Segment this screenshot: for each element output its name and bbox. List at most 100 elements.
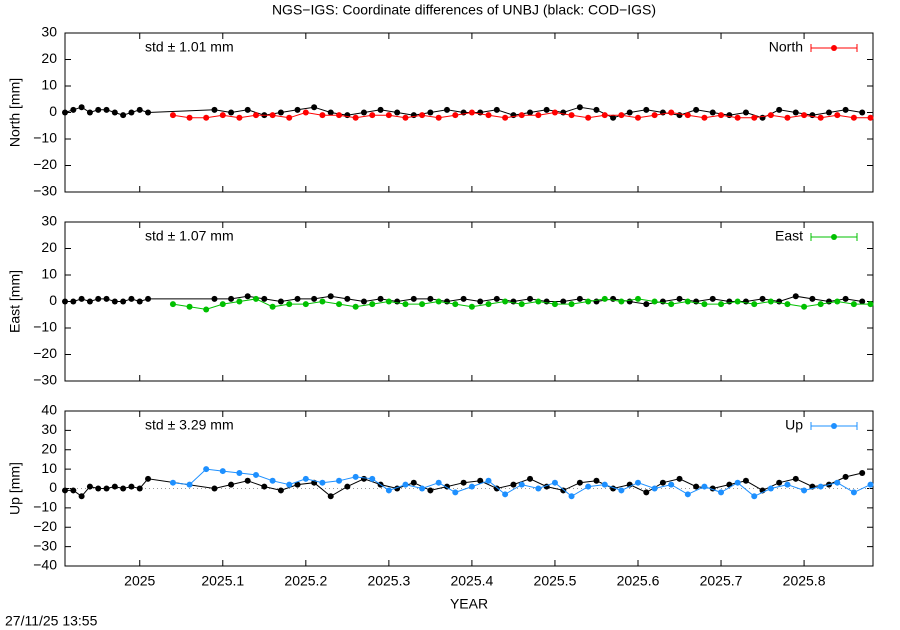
data-point <box>244 477 251 484</box>
data-point <box>493 295 500 302</box>
data-point <box>468 109 475 116</box>
y-tick-label: −40 <box>33 557 57 573</box>
data-point <box>510 481 517 488</box>
data-point <box>551 301 558 308</box>
data-point <box>103 106 110 113</box>
data-point <box>493 106 500 113</box>
data-point <box>659 479 666 486</box>
data-point <box>369 112 376 119</box>
data-point <box>377 106 384 113</box>
data-point <box>634 114 641 121</box>
data-point <box>767 485 774 492</box>
data-point <box>78 295 85 302</box>
data-point <box>136 485 143 492</box>
data-point <box>86 298 93 305</box>
data-point <box>718 112 725 119</box>
data-point <box>543 106 550 113</box>
data-point <box>111 298 118 305</box>
data-point <box>402 301 409 308</box>
data-point <box>626 109 633 116</box>
data-point <box>360 109 367 116</box>
data-point <box>734 298 741 305</box>
y-tick-label: 0 <box>49 479 57 495</box>
data-point <box>801 303 808 310</box>
data-point <box>809 295 816 302</box>
data-point <box>319 298 326 305</box>
data-point <box>62 109 68 116</box>
x-tick-label: 2025.6 <box>617 573 660 589</box>
data-point <box>211 106 218 113</box>
data-point <box>95 295 102 302</box>
data-point <box>319 479 326 486</box>
data-point <box>684 112 691 119</box>
data-point <box>120 112 127 119</box>
data-point <box>560 298 567 305</box>
data-point <box>834 112 841 119</box>
data-point <box>277 487 284 494</box>
data-point <box>634 295 641 302</box>
data-point <box>593 106 600 113</box>
y-tick-label: 10 <box>41 266 57 282</box>
data-point <box>327 109 334 116</box>
data-point <box>344 483 351 490</box>
data-point <box>684 298 691 305</box>
data-point <box>327 493 334 500</box>
data-point <box>128 483 135 490</box>
data-point <box>186 481 193 488</box>
data-point <box>219 301 226 308</box>
x-tick-label: 2025.3 <box>367 573 410 589</box>
data-point <box>668 109 675 116</box>
x-axis-label: YEAR <box>450 596 488 612</box>
legend-swatch <box>831 45 837 51</box>
data-point <box>576 104 583 111</box>
data-point <box>842 295 849 302</box>
data-point <box>128 109 135 116</box>
data-point <box>269 303 276 310</box>
data-point <box>78 493 85 500</box>
data-point <box>169 479 176 486</box>
data-point <box>618 487 625 494</box>
chart-title: NGS−IGS: Coordinate differences of UNBJ … <box>272 2 656 18</box>
data-point <box>610 114 617 121</box>
data-point <box>718 301 725 308</box>
data-point <box>70 487 77 494</box>
data-point <box>485 301 492 308</box>
data-point <box>302 301 309 308</box>
data-point <box>236 470 243 476</box>
data-point <box>551 109 558 116</box>
data-point <box>136 106 143 113</box>
data-point <box>834 298 841 305</box>
data-point <box>518 112 525 119</box>
data-point <box>419 112 426 119</box>
data-point <box>211 295 218 302</box>
x-tick-label: 2025.5 <box>534 573 577 589</box>
data-point <box>518 301 525 308</box>
data-point <box>792 475 799 482</box>
data-point <box>186 114 193 121</box>
data-point <box>377 295 384 302</box>
data-point <box>344 295 351 302</box>
data-point <box>792 109 799 116</box>
data-point <box>203 306 210 313</box>
data-point <box>427 295 434 302</box>
data-point <box>701 114 708 121</box>
y-tick-label: −30 <box>33 183 57 199</box>
data-point <box>651 298 658 305</box>
data-point <box>410 479 417 486</box>
y-tick-label: −30 <box>33 372 57 388</box>
data-point <box>95 106 102 113</box>
data-point <box>410 295 417 302</box>
data-point <box>352 114 359 121</box>
data-point <box>302 109 309 116</box>
data-point <box>825 109 832 116</box>
data-point <box>460 479 467 486</box>
data-point <box>867 481 874 488</box>
data-point <box>286 481 293 488</box>
data-point <box>684 491 691 498</box>
data-point <box>203 114 210 121</box>
data-point <box>651 485 658 492</box>
data-point <box>452 112 459 119</box>
data-point <box>360 298 367 305</box>
data-point <box>585 483 592 490</box>
